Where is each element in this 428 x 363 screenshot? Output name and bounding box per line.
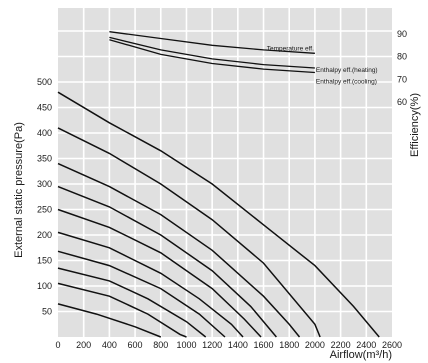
- y-tick-label: 450: [37, 103, 52, 113]
- x-tick-label: 400: [102, 340, 117, 350]
- y-tick-labels: 50 100 150 200 250 300 350 400 450 500: [37, 77, 52, 317]
- efficiency-labels: Temperature eff. Enthalpy eff.(heating) En…: [267, 45, 378, 85]
- pressure-curve: [57, 162, 301, 338]
- y2-tick-label: 90: [397, 29, 407, 39]
- x-tick-label: 1000: [176, 340, 196, 350]
- y-tick-label: 400: [37, 128, 52, 138]
- y-tick-label: 350: [37, 154, 52, 164]
- x-tick-label: 2200: [331, 340, 351, 350]
- y-tick-label: 500: [37, 77, 52, 87]
- y-tick-label: 300: [37, 179, 52, 189]
- y-tick-label: 200: [37, 230, 52, 240]
- y-tick-label: 150: [37, 256, 52, 266]
- pressure-curve: [57, 250, 226, 338]
- pressure-curves: [57, 91, 380, 338]
- y2-tick-labels: 60 70 80 90: [397, 29, 407, 107]
- y-tick-label: 50: [42, 307, 52, 317]
- efficiency-curve-label: Enthalpy eff.(cooling): [316, 79, 377, 86]
- y-axis-title: External static pressure(Pa): [13, 122, 25, 258]
- y2-tick-label: 60: [397, 97, 407, 107]
- efficiency-curves: [109, 31, 315, 74]
- x-tick-label: 200: [76, 340, 91, 350]
- y2-tick-label: 70: [397, 74, 407, 84]
- efficiency-curve: [109, 31, 315, 54]
- x-tick-label: 1600: [254, 340, 274, 350]
- x-tick-labels: 0 200 400 600 800 1000 1200 1400 1600 1800 2000 220…: [55, 340, 402, 350]
- x-tick-label: 1400: [228, 340, 248, 350]
- pressure-curve: [57, 185, 277, 338]
- y2-tick-label: 80: [397, 52, 407, 62]
- pressure-curve: [57, 127, 321, 338]
- pressure-curve: [57, 231, 244, 338]
- efficiency-curve: [109, 39, 315, 74]
- x-axis-title: Airflow(m³/h): [330, 349, 392, 361]
- x-tick-label: 1800: [279, 340, 299, 350]
- efficiency-curve-label: Enthalpy eff.(heating): [316, 67, 378, 74]
- plot-background: [58, 8, 392, 337]
- efficiency-curve: [109, 36, 315, 69]
- pressure-curve: [57, 91, 380, 338]
- x-tick-label: 600: [128, 340, 143, 350]
- efficiency-curve-label: Temperature eff.: [267, 45, 314, 52]
- x-tick-label: 800: [153, 340, 168, 350]
- x-tick-label: 2400: [356, 340, 376, 350]
- x-tick-label: 2000: [305, 340, 325, 350]
- pressure-curve: [57, 282, 187, 338]
- x-tick-label: 2600: [382, 340, 402, 350]
- pressure-curve: [57, 208, 262, 338]
- y2-axis-title: Efficiency(%): [409, 93, 421, 157]
- y-tick-label: 100: [37, 281, 52, 291]
- y-tick-label: 250: [37, 205, 52, 215]
- x-tick-label: 0: [55, 340, 60, 350]
- x-tick-label: 1200: [202, 340, 222, 350]
- pressure-curve: [57, 267, 207, 338]
- pressure-curve: [57, 303, 162, 338]
